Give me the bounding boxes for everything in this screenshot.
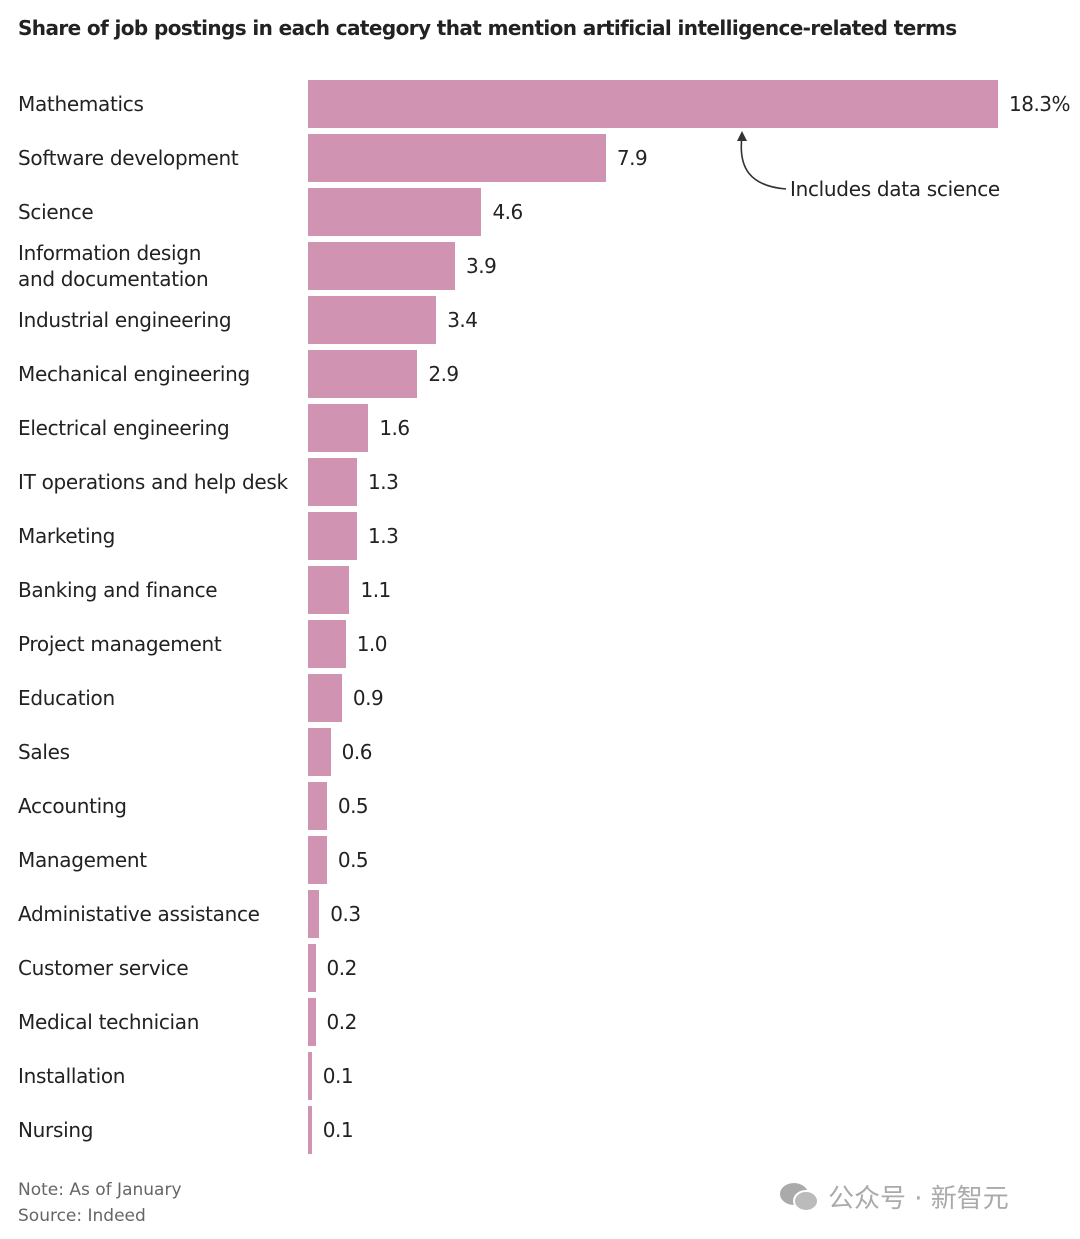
bar bbox=[308, 782, 327, 830]
value-label: 1.3 bbox=[368, 470, 399, 494]
value-label: 0.5 bbox=[337, 848, 369, 872]
bar bbox=[308, 80, 998, 128]
value-label: 0.2 bbox=[326, 1010, 358, 1034]
category-label: Administative assistance bbox=[18, 902, 260, 926]
value-label: 18.3% bbox=[1009, 92, 1071, 116]
bar bbox=[308, 998, 316, 1046]
category-label: Accounting bbox=[18, 794, 127, 818]
category-label: Mechanical engineering bbox=[18, 362, 250, 386]
category-label: Mathematics bbox=[18, 92, 144, 116]
category-label: Information design and documentation bbox=[18, 241, 209, 291]
value-label: 7.9 bbox=[616, 146, 648, 170]
category-label: Education bbox=[18, 686, 115, 710]
category-label: Medical technician bbox=[18, 1010, 200, 1034]
watermark-text: 公众号 · 新智元 bbox=[828, 1184, 1009, 1214]
category-label: Science bbox=[18, 200, 94, 224]
value-label: 2.9 bbox=[428, 362, 459, 386]
chart-title: Share of job postings in each category t… bbox=[18, 16, 957, 40]
bar bbox=[308, 674, 342, 722]
bar bbox=[308, 188, 482, 236]
category-label: Industrial engineering bbox=[18, 308, 232, 332]
category-label: Installation bbox=[18, 1064, 126, 1088]
annotation-text: Includes data science bbox=[790, 177, 1000, 201]
category-label: Marketing bbox=[18, 524, 115, 548]
category-label: Customer service bbox=[18, 956, 189, 980]
annotation-arrow-icon bbox=[737, 131, 787, 190]
bar bbox=[308, 242, 456, 290]
value-label: 0.1 bbox=[322, 1064, 354, 1088]
category-label: Banking and finance bbox=[18, 578, 218, 602]
value-label: 1.6 bbox=[379, 416, 410, 440]
value-label: 0.6 bbox=[341, 740, 373, 764]
value-label: 1.3 bbox=[368, 524, 399, 548]
bar bbox=[308, 134, 606, 182]
category-label: Management bbox=[18, 848, 147, 872]
bar bbox=[308, 944, 316, 992]
bar bbox=[308, 620, 346, 668]
bar bbox=[308, 890, 320, 938]
bar bbox=[308, 836, 327, 884]
value-label: 0.1 bbox=[322, 1118, 354, 1142]
bar bbox=[308, 404, 369, 452]
footer-source: Source: Indeed bbox=[18, 1206, 146, 1226]
bar bbox=[308, 512, 358, 560]
value-label: 0.3 bbox=[330, 902, 361, 926]
bar bbox=[308, 350, 418, 398]
bar bbox=[308, 728, 331, 776]
value-label: 0.9 bbox=[352, 686, 384, 710]
watermark: 公众号 · 新智元 bbox=[778, 1178, 1009, 1215]
bar bbox=[308, 1106, 312, 1154]
category-label: IT operations and help desk bbox=[18, 470, 288, 494]
bar bbox=[308, 1052, 312, 1100]
value-label: 4.6 bbox=[492, 200, 523, 224]
category-label: Electrical engineering bbox=[18, 416, 230, 440]
category-label: Software development bbox=[18, 146, 239, 170]
category-label: Nursing bbox=[18, 1118, 94, 1142]
bar bbox=[308, 296, 437, 344]
value-label: 3.9 bbox=[466, 254, 497, 278]
category-label: Project management bbox=[18, 632, 222, 656]
wechat-icon bbox=[780, 1182, 819, 1212]
value-label: 0.5 bbox=[337, 794, 369, 818]
value-label: 3.4 bbox=[447, 308, 478, 332]
bar bbox=[308, 566, 350, 614]
value-label: 1.1 bbox=[360, 578, 391, 602]
category-label: Sales bbox=[18, 740, 70, 764]
footer-note: Note: As of January bbox=[18, 1180, 182, 1200]
value-label: 0.2 bbox=[326, 956, 358, 980]
value-label: 1.0 bbox=[356, 632, 388, 656]
bar bbox=[308, 458, 358, 506]
